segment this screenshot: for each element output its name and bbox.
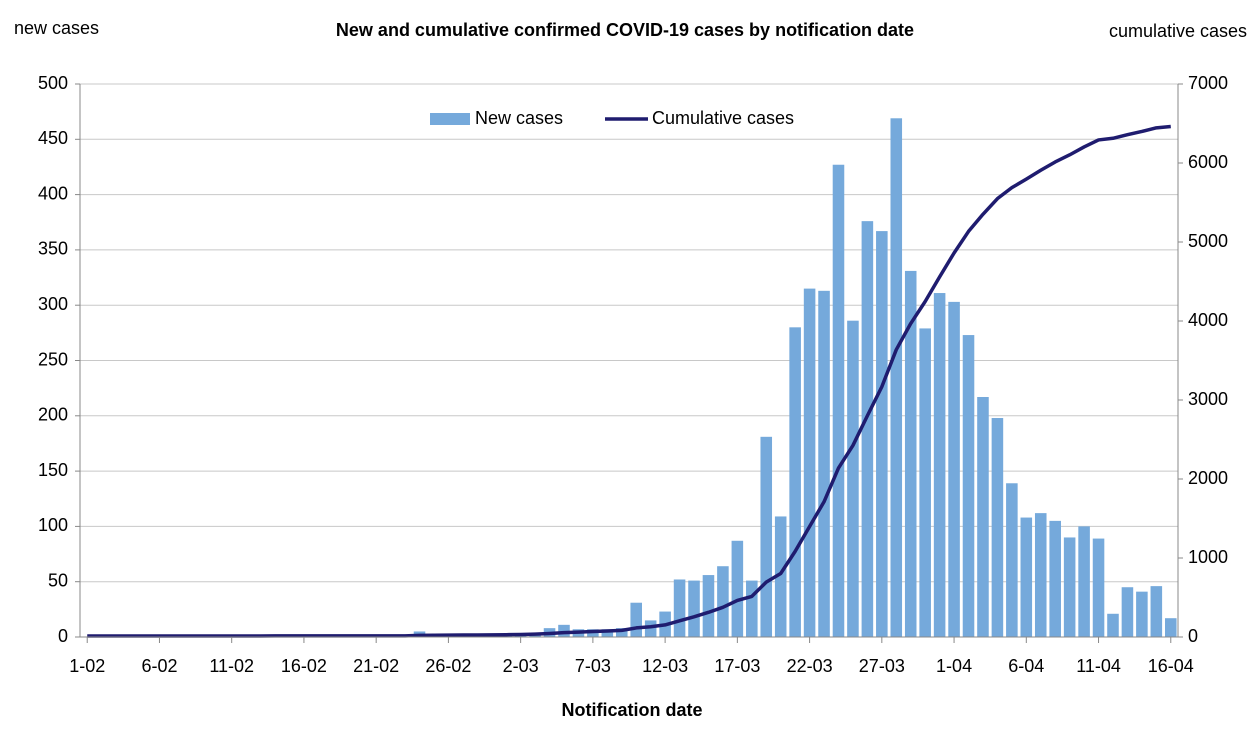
y2-tick-label: 0: [1188, 626, 1198, 646]
bar: [933, 293, 946, 637]
y-tick-label: 300: [38, 294, 68, 314]
x-tick-label: 6-04: [1008, 656, 1044, 676]
y-tick-label: 250: [38, 349, 68, 369]
bar: [789, 327, 801, 637]
bar: [1034, 513, 1047, 637]
bar: [615, 628, 628, 637]
y2-tick-label: 4000: [1188, 310, 1228, 330]
bar: [1150, 586, 1163, 637]
y-tick-label: 400: [38, 183, 68, 203]
bar: [1078, 526, 1090, 637]
bar: [1164, 618, 1177, 637]
y-tick-label: 100: [38, 515, 68, 535]
x-tick-label: 7-03: [575, 656, 611, 676]
x-tick-label: 6-02: [141, 656, 177, 676]
y-tick-label: 200: [38, 405, 68, 425]
y-tick-label: 0: [58, 626, 68, 646]
chart-title: New and cumulative confirmed COVID-19 ca…: [336, 20, 914, 40]
y-tick-label: 50: [48, 570, 68, 590]
bar: [1092, 538, 1105, 637]
x-tick-label: 22-03: [787, 656, 833, 676]
bar: [904, 270, 917, 637]
x-tick-label: 2-03: [503, 656, 539, 676]
y2-tick-label: 2000: [1188, 468, 1228, 488]
x-tick-label: 1-02: [69, 656, 105, 676]
y2-tick-label: 6000: [1188, 152, 1228, 172]
bar: [919, 328, 931, 637]
y-tick-label: 350: [38, 239, 68, 259]
x-tick-label: 1-04: [936, 656, 972, 676]
bar: [991, 418, 1004, 637]
bar: [644, 620, 657, 637]
x-tick-label: 16-02: [281, 656, 327, 676]
y2-axis-label: cumulative cases: [1109, 21, 1247, 41]
y-tick-label: 150: [38, 460, 68, 480]
x-tick-label: 12-03: [642, 656, 688, 676]
bar: [760, 436, 773, 637]
bar: [1063, 537, 1076, 637]
bar: [746, 580, 758, 637]
bar: [832, 164, 845, 637]
bar: [1006, 483, 1018, 637]
bar: [1136, 591, 1148, 637]
line: [87, 124, 1171, 638]
bar: [702, 575, 715, 637]
bar: [717, 566, 729, 637]
x-tick-label: 11-04: [1076, 656, 1121, 676]
y-tick-label: 450: [38, 128, 68, 148]
bar: [688, 580, 700, 637]
bar: [861, 221, 874, 638]
bar: [630, 602, 643, 637]
y2-tick-label: 7000: [1188, 73, 1228, 93]
x-tick-label: 21-02: [353, 656, 399, 676]
bar: [977, 396, 989, 637]
bar: [803, 288, 816, 637]
bar: [774, 516, 787, 637]
bar: [818, 290, 830, 637]
legend-label: Cumulative cases: [652, 108, 794, 128]
y2-tick-label: 5000: [1188, 231, 1228, 251]
bar: [673, 579, 686, 637]
bar: [1020, 517, 1033, 637]
y-tick-label: 500: [38, 73, 68, 93]
legend-label: New cases: [475, 108, 563, 128]
x-tick-label: 17-03: [714, 656, 760, 676]
legend-swatch: [430, 113, 470, 125]
bar: [876, 231, 888, 637]
bar: [731, 540, 744, 637]
bar: [890, 118, 903, 637]
x-axis-label: Notification date: [561, 700, 702, 720]
bar: [1049, 520, 1061, 637]
x-tick-label: 16-04: [1148, 656, 1194, 676]
bar: [1107, 613, 1119, 637]
y2-tick-label: 3000: [1188, 389, 1228, 409]
x-tick-label: 26-02: [425, 656, 471, 676]
y-axis-label: new cases: [14, 18, 99, 38]
bar: [601, 629, 614, 637]
x-tick-label: 27-03: [859, 656, 905, 676]
x-tick-label: 11-02: [209, 656, 254, 676]
bar: [948, 301, 960, 637]
bar: [962, 335, 975, 637]
bar: [1121, 587, 1134, 637]
y2-tick-label: 1000: [1188, 547, 1228, 567]
bar: [847, 320, 859, 637]
